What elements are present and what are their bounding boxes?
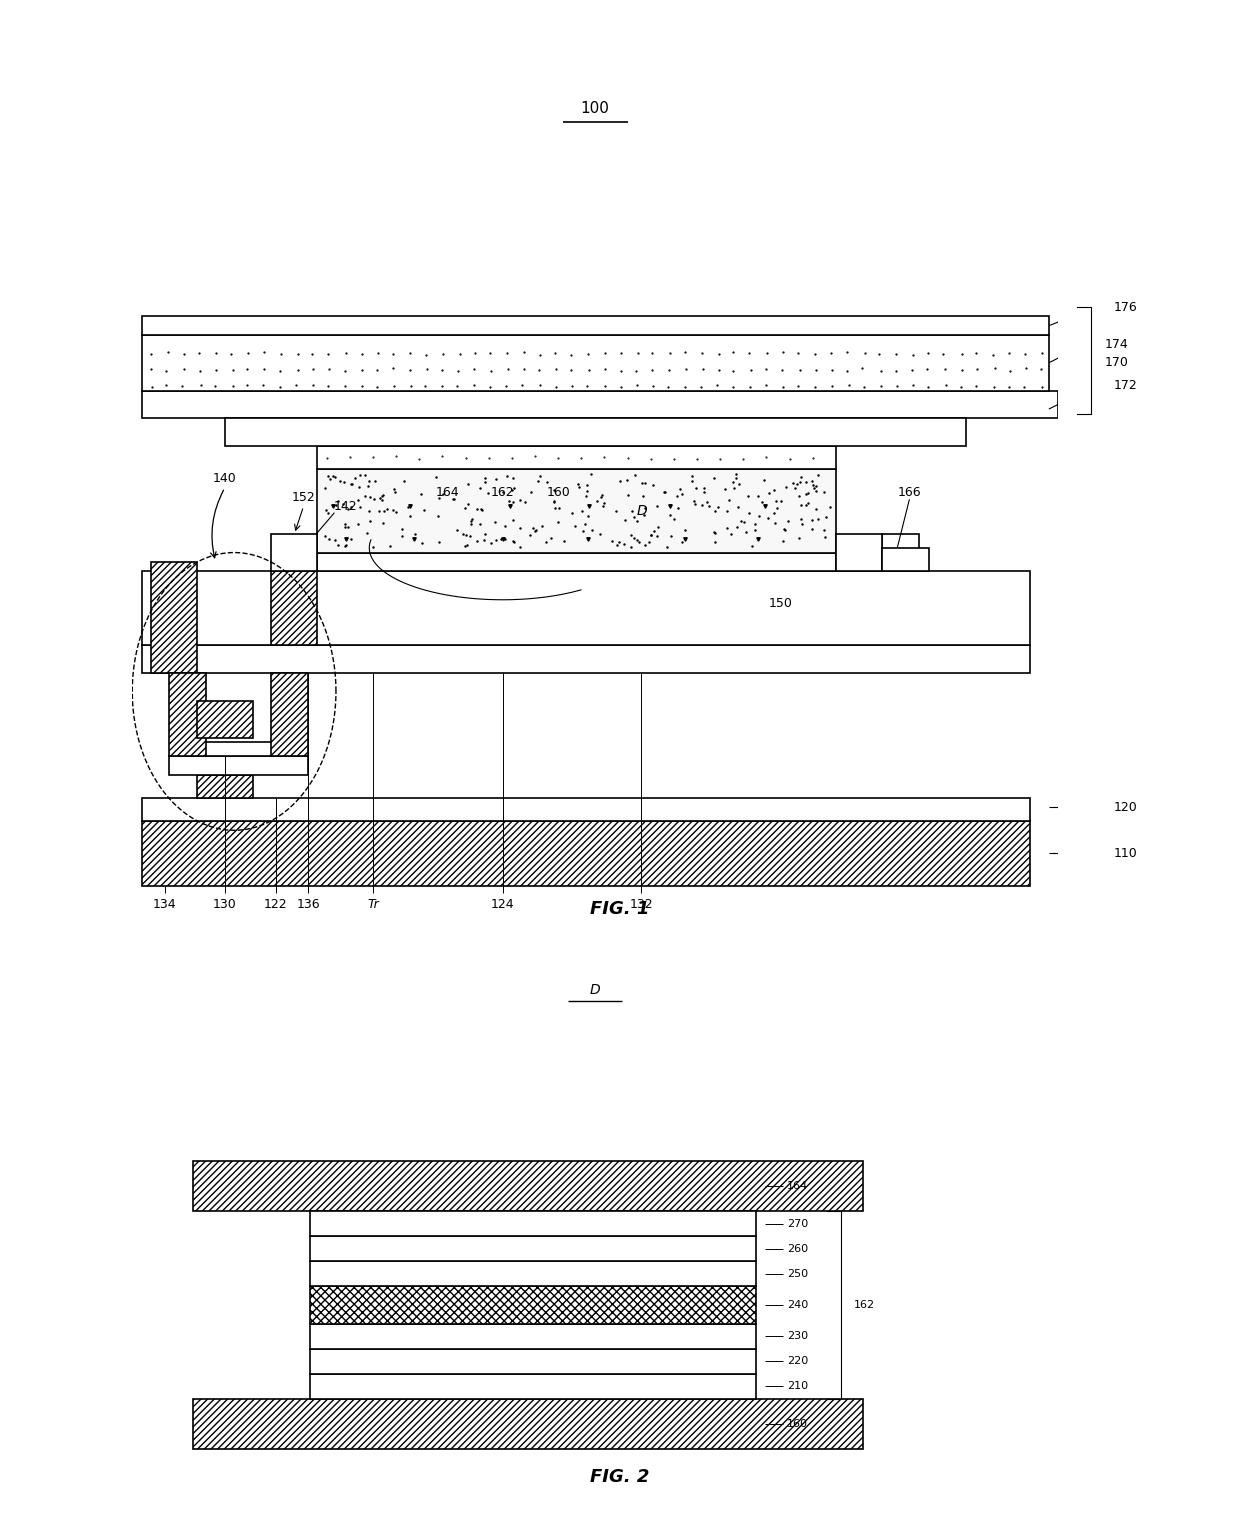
Text: 270: 270 — [787, 1218, 808, 1229]
Bar — [141, 571, 1030, 645]
Bar — [179, 742, 299, 756]
Bar — [882, 548, 929, 571]
Text: 130: 130 — [213, 898, 237, 911]
Text: 136: 136 — [296, 898, 320, 911]
Text: 174: 174 — [1105, 338, 1128, 351]
Text: 152: 152 — [291, 491, 315, 503]
Bar — [836, 535, 882, 571]
Bar — [193, 1160, 863, 1212]
Text: 260: 260 — [787, 1244, 808, 1254]
Text: 210: 210 — [787, 1382, 808, 1391]
Text: D: D — [636, 504, 647, 518]
Bar — [141, 798, 1030, 821]
Text: 164: 164 — [435, 486, 459, 498]
Text: FIG. 1: FIG. 1 — [590, 900, 650, 918]
Bar — [224, 418, 966, 445]
Bar — [197, 774, 253, 798]
Text: 230: 230 — [787, 1332, 808, 1341]
Text: 124: 124 — [491, 898, 515, 911]
Text: 162: 162 — [491, 486, 515, 498]
Text: 122: 122 — [264, 898, 288, 911]
Text: 110: 110 — [1114, 847, 1137, 861]
Text: 172: 172 — [1114, 379, 1137, 392]
Text: D: D — [590, 983, 600, 997]
Text: Tr: Tr — [367, 898, 379, 911]
Bar — [310, 1236, 756, 1260]
Text: 166: 166 — [898, 486, 921, 498]
Bar — [272, 571, 317, 645]
Bar — [141, 335, 1049, 391]
Text: 142: 142 — [334, 500, 357, 512]
Bar — [197, 700, 253, 738]
Text: 150: 150 — [769, 597, 792, 611]
Bar — [317, 445, 836, 470]
Bar — [310, 1348, 756, 1374]
Text: 134: 134 — [153, 898, 176, 911]
Bar — [310, 1212, 756, 1236]
Text: 240: 240 — [787, 1300, 808, 1310]
Bar — [882, 535, 919, 571]
Bar — [310, 1286, 756, 1324]
Text: 176: 176 — [1114, 300, 1137, 314]
Text: 164: 164 — [787, 1182, 808, 1191]
Bar — [170, 756, 309, 774]
Text: 160: 160 — [787, 1418, 808, 1429]
Text: 160: 160 — [547, 486, 570, 498]
Bar — [317, 553, 836, 571]
Text: 250: 250 — [787, 1268, 808, 1279]
Bar — [141, 317, 1049, 335]
Bar — [310, 1374, 756, 1398]
Bar — [141, 821, 1030, 886]
Bar — [141, 645, 1030, 673]
Text: 140: 140 — [213, 473, 237, 485]
Bar — [193, 1398, 863, 1448]
Text: 120: 120 — [1114, 800, 1137, 814]
Text: 220: 220 — [787, 1356, 808, 1367]
Text: 100: 100 — [580, 100, 610, 115]
Text: 162: 162 — [854, 1300, 875, 1310]
Bar — [272, 673, 309, 756]
Bar — [310, 1260, 756, 1286]
Text: 170: 170 — [1105, 356, 1128, 370]
Text: 132: 132 — [630, 898, 653, 911]
Bar — [310, 1324, 756, 1348]
Text: FIG. 2: FIG. 2 — [590, 1468, 650, 1486]
Bar — [317, 470, 836, 553]
Bar — [141, 391, 1058, 418]
Bar — [170, 673, 206, 756]
Bar — [151, 562, 197, 673]
Bar — [272, 535, 317, 571]
